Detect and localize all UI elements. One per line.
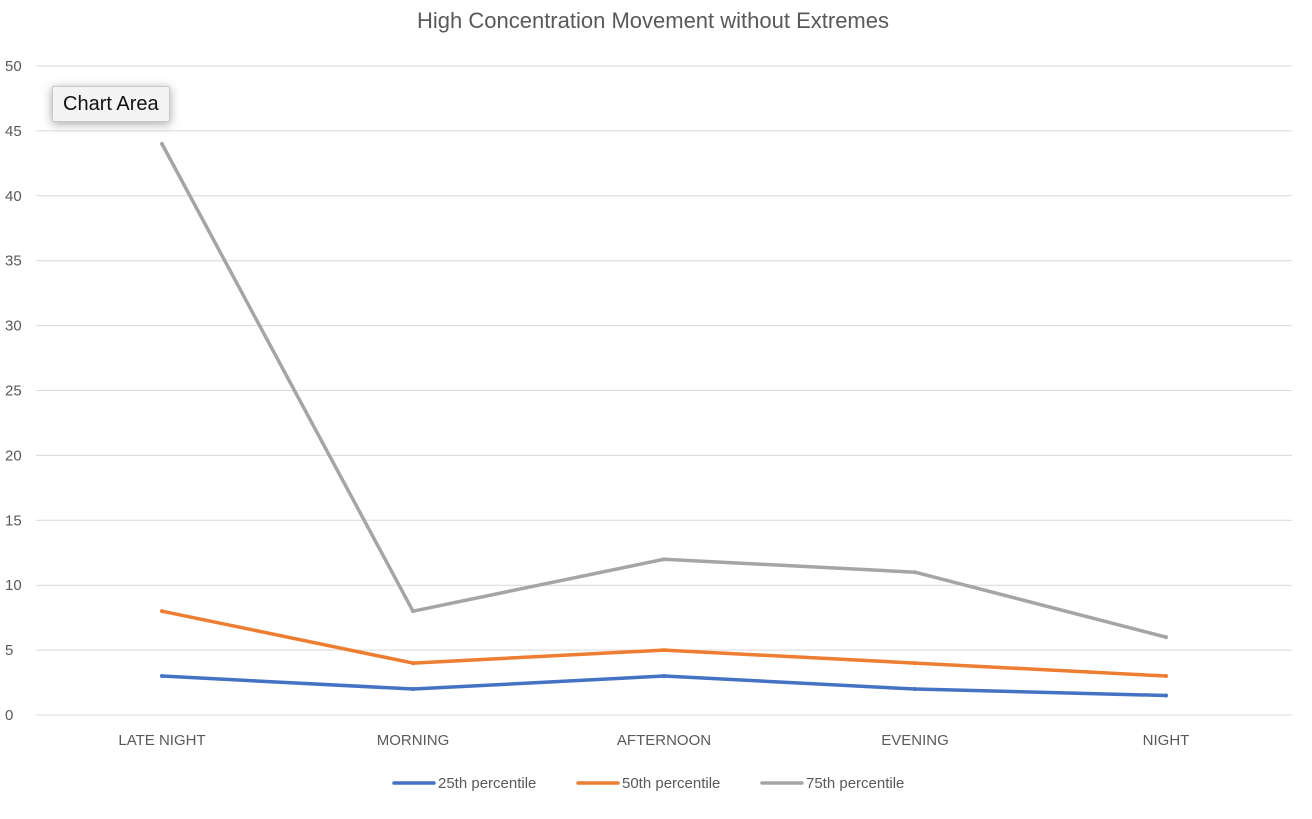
data-point[interactable]: [411, 661, 415, 666]
y-tick-label: 30: [5, 318, 22, 335]
data-point[interactable]: [411, 687, 415, 692]
y-tick-label: 10: [5, 577, 22, 594]
chart-area-tooltip: Chart Area: [52, 86, 170, 122]
y-tick-label: 25: [5, 383, 22, 400]
x-tick-label: MORNING: [377, 732, 450, 749]
legend-item[interactable]: 50th percentile: [576, 775, 720, 792]
y-tick-label: 40: [5, 188, 22, 205]
data-point[interactable]: [1164, 635, 1168, 640]
data-point[interactable]: [913, 570, 917, 575]
y-tick-label: 0: [5, 707, 13, 724]
legend-item[interactable]: 25th percentile: [392, 775, 536, 792]
y-tick-label: 45: [5, 123, 22, 140]
x-tick-label: EVENING: [881, 732, 949, 749]
series-line-1[interactable]: [160, 674, 1168, 698]
data-point[interactable]: [662, 557, 666, 562]
y-tick-label: 20: [5, 447, 22, 464]
legend[interactable]: 25th percentile 50th percentile 75th perce…: [392, 775, 904, 792]
data-point[interactable]: [411, 609, 415, 614]
data-point[interactable]: [160, 141, 164, 146]
gridlines: [36, 65, 1292, 716]
data-point[interactable]: [913, 687, 917, 692]
series-lines: [160, 141, 1168, 698]
data-point[interactable]: [160, 609, 164, 614]
y-axis-ticks: 0 5 10 15 20 25 30 35 40 45 50: [5, 58, 22, 724]
legend-label: 25th percentile: [438, 775, 536, 792]
legend-label: 75th percentile: [806, 775, 904, 792]
y-tick-label: 5: [5, 642, 13, 659]
chart-title: High Concentration Movement without Extr…: [417, 8, 889, 33]
series-line-2[interactable]: [160, 609, 1168, 678]
x-tick-label: AFTERNOON: [617, 732, 711, 749]
data-point[interactable]: [1164, 693, 1168, 698]
data-point[interactable]: [1164, 674, 1168, 679]
y-tick-label: 50: [5, 58, 22, 75]
y-tick-label: 15: [5, 512, 22, 529]
x-tick-label: NIGHT: [1143, 732, 1190, 749]
x-tick-label: LATE NIGHT: [118, 732, 205, 749]
data-point[interactable]: [662, 648, 666, 653]
y-tick-label: 35: [5, 253, 22, 270]
legend-item[interactable]: 75th percentile: [760, 775, 904, 792]
legend-label: 50th percentile: [622, 775, 720, 792]
data-point[interactable]: [913, 661, 917, 666]
data-point[interactable]: [160, 674, 164, 679]
x-axis-ticks: LATE NIGHT MORNING AFTERNOON EVENING NIGHT: [118, 732, 1189, 749]
data-point[interactable]: [662, 674, 666, 679]
